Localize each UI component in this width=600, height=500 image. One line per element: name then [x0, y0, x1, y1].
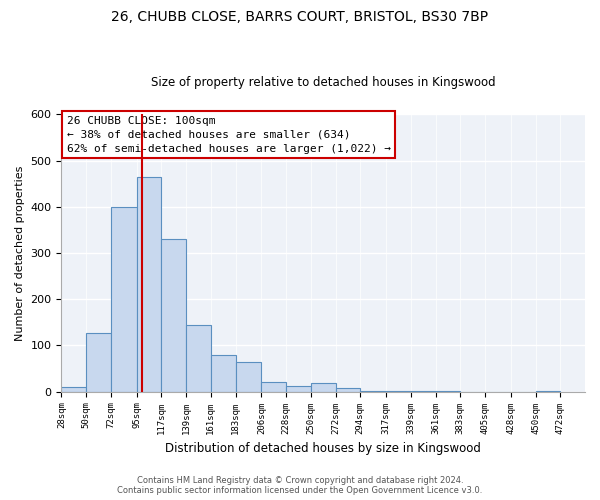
Bar: [335, 388, 360, 392]
Bar: [111, 206, 137, 392]
Bar: [262, 382, 286, 392]
Bar: [186, 324, 211, 392]
Bar: [536, 391, 560, 392]
Bar: [86, 332, 111, 392]
Text: 26 CHUBB CLOSE: 100sqm
← 38% of detached houses are smaller (634)
62% of semi-de: 26 CHUBB CLOSE: 100sqm ← 38% of detached…: [67, 116, 391, 154]
Bar: [211, 354, 236, 392]
Bar: [236, 362, 262, 392]
Bar: [161, 239, 186, 392]
Bar: [286, 386, 311, 392]
Bar: [360, 391, 386, 392]
Y-axis label: Number of detached properties: Number of detached properties: [15, 166, 25, 340]
X-axis label: Distribution of detached houses by size in Kingswood: Distribution of detached houses by size …: [165, 442, 481, 455]
Text: 26, CHUBB CLOSE, BARRS COURT, BRISTOL, BS30 7BP: 26, CHUBB CLOSE, BARRS COURT, BRISTOL, B…: [112, 10, 488, 24]
Bar: [61, 387, 86, 392]
Title: Size of property relative to detached houses in Kingswood: Size of property relative to detached ho…: [151, 76, 496, 90]
Bar: [137, 176, 161, 392]
Bar: [311, 384, 335, 392]
Bar: [411, 391, 436, 392]
Text: Contains HM Land Registry data © Crown copyright and database right 2024.
Contai: Contains HM Land Registry data © Crown c…: [118, 476, 482, 495]
